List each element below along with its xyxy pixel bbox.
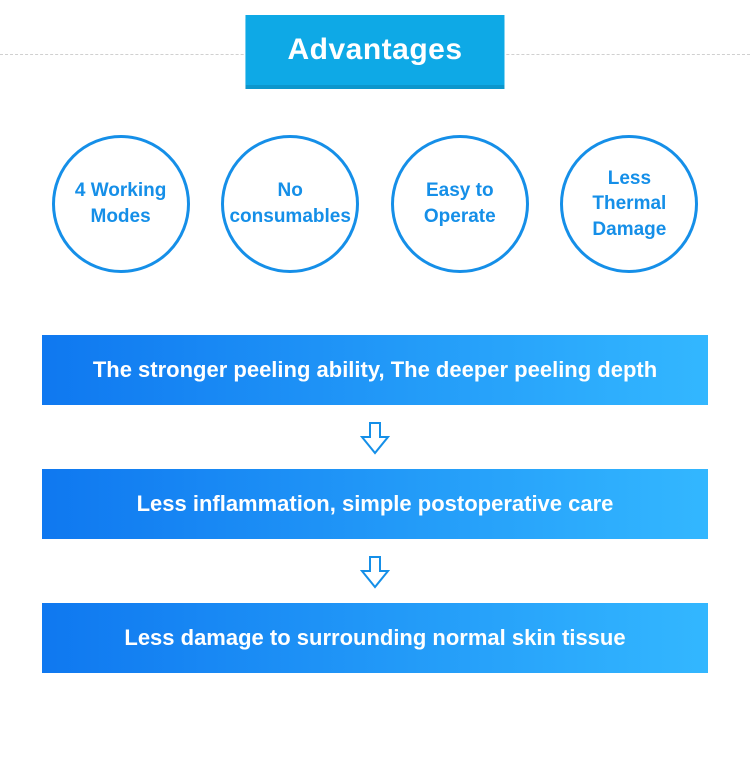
title-text: Advantages <box>287 33 462 66</box>
banner-item: Less inflammation, simple postoperative … <box>42 469 708 539</box>
circle-label: Easy to Operate <box>402 178 518 229</box>
circle-label: No consumables <box>229 178 350 229</box>
circle-item: Less Thermal Damage <box>560 135 698 273</box>
banner-item: Less damage to surrounding normal skin t… <box>42 603 708 673</box>
circle-item: No consumables <box>221 135 359 273</box>
circle-row: 4 Working Modes No consumables Easy to Ope… <box>0 135 750 273</box>
circle-label: Less Thermal Damage <box>571 166 687 243</box>
circle-item: Easy to Operate <box>391 135 529 273</box>
arrow-down-icon <box>42 405 708 469</box>
banner-text: The stronger peeling ability, The deeper… <box>93 357 657 383</box>
banner-flow: The stronger peeling ability, The deeper… <box>0 335 750 673</box>
banner-text: Less inflammation, simple postoperative … <box>137 491 614 517</box>
arrow-down-icon <box>42 539 708 603</box>
circle-label: 4 Working Modes <box>63 178 179 229</box>
circle-item: 4 Working Modes <box>52 135 190 273</box>
banner-item: The stronger peeling ability, The deeper… <box>42 335 708 405</box>
banner-text: Less damage to surrounding normal skin t… <box>124 625 625 651</box>
title-badge: Advantages <box>245 15 504 85</box>
